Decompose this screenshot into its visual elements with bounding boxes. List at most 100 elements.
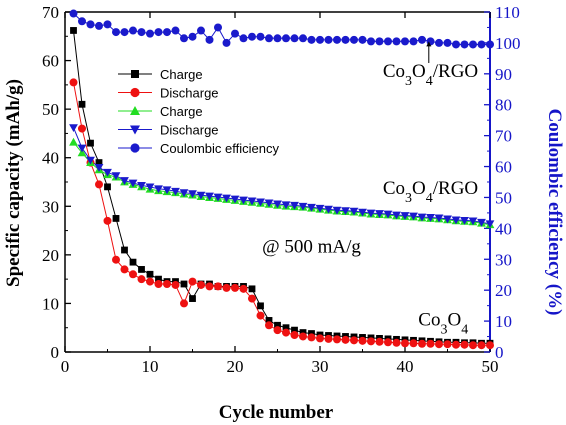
y2-tick-label: 90 (495, 65, 512, 84)
y2-tick-label: 30 (495, 250, 512, 269)
point-discharge-rgo (400, 212, 410, 220)
point-coulombic-efficiency (69, 9, 78, 18)
x-tick-label: 0 (61, 357, 70, 376)
point-discharge-rgo (230, 195, 240, 204)
point-discharge-co3o4 (171, 280, 180, 289)
annotation-part: 3 (405, 73, 412, 88)
point-discharge-rgo (128, 179, 138, 188)
point-discharge-co3o4 (103, 216, 112, 225)
point-coulombic-efficiency (486, 40, 494, 49)
point-discharge-rgo (315, 204, 325, 213)
point-discharge-co3o4 (231, 283, 239, 292)
annotation-part: O (412, 61, 426, 82)
point-coulombic-efficiency (443, 38, 452, 47)
point-discharge-co3o4 (282, 328, 290, 337)
point-coulombic-efficiency (95, 21, 103, 30)
annotation-part: 3 (405, 191, 412, 206)
point-coulombic-efficiency (460, 40, 469, 49)
point-discharge-rgo (477, 218, 486, 227)
point-charge-rgo (69, 137, 78, 146)
point-discharge-rgo (213, 193, 223, 202)
y-tick-label: 60 (42, 52, 59, 71)
point-discharge-rgo (222, 194, 231, 203)
point-discharge-co3o4 (248, 294, 256, 303)
annotation-rgo-mid: Co3O4/RGO (383, 178, 478, 206)
annotation-part: Co (418, 309, 440, 330)
series-lines-group (73, 13, 491, 346)
point-discharge-rgo (451, 216, 461, 225)
point-discharge-co3o4 (358, 336, 367, 345)
point-discharge-rgo (434, 214, 444, 223)
legend-label: Discharge (160, 123, 219, 138)
point-charge-co3o4 (87, 139, 94, 147)
point-discharge-co3o4 (460, 340, 469, 349)
point-discharge-rgo (375, 210, 384, 218)
point-charge-co3o4 (265, 317, 273, 324)
point-discharge-rgo (162, 186, 172, 195)
annotation-rate: @ 500 mA/g (262, 236, 361, 257)
annotation-part: Co (383, 178, 405, 199)
legend-marker (130, 125, 140, 135)
point-coulombic-efficiency (375, 37, 384, 46)
point-discharge-rgo (154, 185, 163, 194)
point-coulombic-efficiency (358, 35, 367, 44)
point-coulombic-efficiency (341, 35, 350, 44)
point-coulombic-efficiency (469, 40, 477, 49)
legend-marker (130, 143, 140, 153)
point-charge-co3o4 (78, 100, 86, 108)
point-charge-co3o4 (95, 159, 103, 166)
y-tick-label: 10 (42, 294, 59, 313)
point-discharge-co3o4 (265, 321, 273, 330)
point-discharge-rgo (281, 201, 291, 210)
y-tick-label: 40 (42, 149, 59, 168)
y-tick-label: 50 (42, 100, 59, 119)
point-discharge-co3o4 (307, 333, 316, 342)
legend-label: Charge (160, 104, 203, 119)
y2-tick-label: 110 (495, 3, 520, 22)
point-charge-co3o4 (291, 326, 298, 334)
point-coulombic-efficiency (392, 37, 401, 46)
point-charge-co3o4 (129, 258, 137, 266)
point-discharge-rgo (307, 203, 316, 212)
y2-tick-label: 20 (495, 281, 512, 300)
point-discharge-rgo (468, 217, 478, 226)
point-discharge-co3o4 (486, 341, 494, 350)
point-discharge-rgo (247, 197, 257, 206)
point-discharge-co3o4 (197, 280, 205, 289)
point-coulombic-efficiency (384, 37, 392, 46)
series-line-discharge-co3o4 (73, 82, 490, 346)
annotation-part: @ 500 mA/g (262, 236, 361, 257)
y-tick-label: 20 (42, 246, 59, 265)
arrow-head (426, 41, 432, 47)
point-coulombic-efficiency (86, 20, 95, 29)
point-coulombic-efficiency (401, 37, 409, 46)
annotation-part: /RGO (433, 178, 478, 199)
point-charge-co3o4 (274, 321, 281, 329)
y2-tick-label: 10 (495, 312, 512, 331)
point-coulombic-efficiency (120, 28, 129, 37)
point-discharge-rgo (171, 187, 180, 196)
point-discharge-rgo (341, 207, 350, 216)
point-discharge-rgo (69, 124, 78, 132)
point-coulombic-efficiency (418, 35, 426, 44)
y2-tick-label: 100 (495, 34, 521, 53)
point-discharge-co3o4 (188, 277, 197, 286)
point-coulombic-efficiency (452, 40, 460, 49)
point-discharge-co3o4 (256, 311, 265, 320)
point-charge-co3o4 (155, 275, 162, 283)
point-discharge-rgo (366, 209, 376, 218)
point-coulombic-efficiency (103, 20, 112, 29)
point-coulombic-efficiency (350, 35, 358, 44)
y2-tick-label: 80 (495, 96, 512, 115)
point-discharge-rgo (103, 168, 112, 177)
point-discharge-rgo (179, 189, 189, 198)
point-discharge-rgo (383, 210, 393, 219)
point-coulombic-efficiency (435, 38, 443, 47)
point-charge-co3o4 (257, 302, 264, 310)
point-coulombic-efficiency (154, 28, 163, 37)
annotation-co3o4: Co3O4 (418, 309, 468, 337)
point-discharge-rgo (111, 172, 121, 181)
series-line-discharge-rgo (73, 127, 491, 225)
y-tick-label: 70 (42, 3, 59, 22)
